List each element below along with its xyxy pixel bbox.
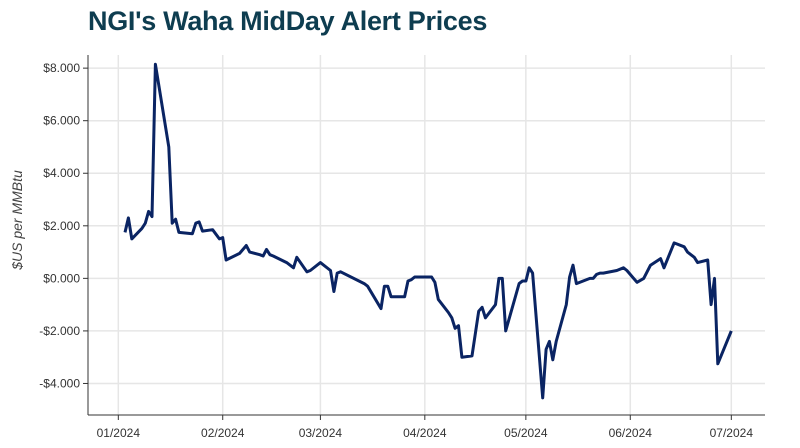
x-tick-label: 03/2024 bbox=[299, 426, 343, 440]
x-tick-label: 06/2024 bbox=[609, 426, 653, 440]
y-tick-label: -$2.000 bbox=[39, 324, 80, 338]
y-tick-label: -$4.000 bbox=[39, 376, 80, 390]
y-tick-label: $6.000 bbox=[43, 114, 80, 128]
x-tick-label: 05/2024 bbox=[504, 426, 548, 440]
y-tick-label: $0.000 bbox=[43, 271, 80, 285]
y-axis-label: $US per MMBtu bbox=[9, 170, 25, 271]
price-line bbox=[123, 62, 733, 400]
x-tick-label: 07/2024 bbox=[710, 426, 754, 440]
chart-title: NGI's Waha MidDay Alert Prices bbox=[88, 6, 488, 36]
x-tick-label: 01/2024 bbox=[97, 426, 141, 440]
y-tick-label: $4.000 bbox=[43, 166, 80, 180]
y-tick-label: $2.000 bbox=[43, 219, 80, 233]
x-tick-label: 02/2024 bbox=[201, 426, 245, 440]
x-tick-label: 04/2024 bbox=[403, 426, 447, 440]
y-tick-label: $8.000 bbox=[43, 61, 80, 75]
